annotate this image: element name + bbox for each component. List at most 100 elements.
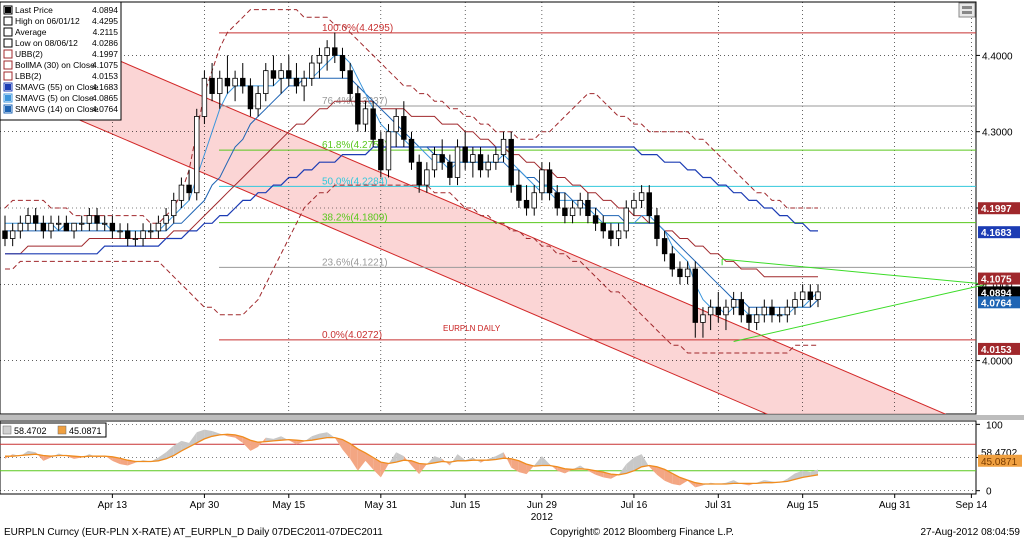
candle (493, 146, 499, 170)
candle-body (255, 93, 261, 110)
candle (63, 215, 70, 232)
candle (240, 63, 246, 94)
candle (677, 261, 683, 285)
candle (776, 307, 783, 323)
candle-body (654, 215, 660, 239)
candle-body (761, 306, 768, 316)
price-label-box (978, 296, 1020, 309)
candle (470, 146, 476, 178)
y-tick-label: 4.4000 (982, 51, 1013, 62)
triangle-pattern (721, 258, 987, 343)
candle-body (539, 169, 545, 194)
y-tick-label: 4.0000 (982, 357, 1013, 368)
price-label-text: 45.0871 (981, 457, 1018, 468)
oscillator-fill-segment (43, 455, 52, 461)
oscillator-fill-segment (426, 456, 435, 465)
candle (132, 230, 139, 247)
candle (278, 63, 284, 94)
oscillator-fill-segment (396, 452, 404, 463)
oscillator-fill-segment (511, 458, 519, 473)
candle (55, 215, 62, 231)
price-label-box (978, 202, 1020, 215)
candle (715, 291, 721, 323)
candle (769, 299, 775, 323)
candle-body (263, 70, 269, 94)
legend-value: 4.1683 (92, 82, 118, 92)
oscillator-fill-segment (687, 480, 696, 488)
candle (447, 154, 453, 186)
x-tick-label: Aug 31 (879, 500, 911, 511)
legend-label: UBB(2) (15, 49, 43, 59)
candle (746, 307, 752, 331)
oscillator-fill-segment (564, 468, 573, 474)
zoom-icon[interactable] (958, 2, 976, 18)
candle-body (516, 184, 522, 201)
candle (807, 284, 814, 308)
candle (508, 131, 514, 193)
candle-body (753, 314, 760, 323)
candle-body (746, 314, 752, 323)
candle (577, 192, 583, 216)
x-tick-label: Sep 14 (956, 500, 988, 511)
legend-value: 4.0153 (92, 71, 118, 81)
candle (439, 139, 445, 170)
candle-body (769, 306, 775, 316)
candle-body (577, 199, 583, 209)
oscillator-fill-segment (549, 464, 558, 471)
candle (102, 215, 108, 231)
candle (301, 70, 307, 102)
fib-level-label: 61.8%(4.2758) (322, 140, 388, 151)
candle-body (431, 154, 438, 171)
oscillator-fill-segment (419, 463, 427, 475)
legend-label: BollMA (30) on Close (15, 60, 95, 70)
candle (608, 223, 614, 247)
upper-bollinger-band (4, 9, 818, 224)
footer-center: Copyright© 2012 Bloomberg Finance L.P. (550, 527, 734, 538)
legend-label: 45.0871 (69, 426, 102, 436)
candle-body (592, 215, 599, 224)
footer-right: 27-Aug-2012 08:04:59 (920, 527, 1020, 538)
legend-label: 58.4702 (14, 426, 47, 436)
candle (638, 185, 645, 208)
candle-body (25, 215, 31, 224)
oscillator-fill-segment (181, 440, 190, 451)
x-tick-label: Jun 15 (450, 500, 480, 511)
candle-body (669, 253, 675, 270)
legend-label: Last Price (15, 5, 53, 15)
candle-body (500, 138, 507, 155)
candle-body (117, 230, 123, 233)
legend-value: 4.4295 (92, 16, 118, 26)
candle-body (615, 230, 622, 239)
oscillator-fill-segment (656, 466, 665, 481)
legend-value: 4.1997 (92, 49, 118, 59)
oscillator-fill-segment (319, 432, 328, 439)
candle-body (217, 77, 223, 94)
candle (255, 85, 261, 117)
price-label-box (978, 272, 1020, 285)
candle-body (454, 146, 461, 178)
triangle-lower-line (733, 283, 987, 343)
candle-body (523, 199, 530, 209)
candle (109, 215, 116, 239)
candle-body (692, 268, 698, 323)
y-tick-label: 4.3000 (982, 128, 1013, 139)
legend-value: 4.0894 (92, 5, 118, 15)
candle (78, 215, 85, 231)
x-tick-label: Aug 15 (787, 500, 819, 511)
legend-swatch (2, 425, 12, 435)
oscillator-fill-segment (388, 452, 397, 465)
legend-box (0, 1, 122, 121)
oscillator-fill-segment (649, 465, 657, 475)
oscillator-fill-segment (411, 460, 420, 475)
candle (454, 139, 461, 186)
candle-body (278, 70, 284, 79)
oscillator-legend: 58.4702 45.0871 (0, 422, 107, 438)
y-tick-label: 0 (986, 487, 992, 498)
candle (477, 146, 484, 178)
candle (700, 307, 706, 338)
candle-body (401, 116, 407, 140)
legend-value: 4.1075 (92, 60, 118, 70)
chart-annotation: EURPLN DAILY (443, 324, 501, 333)
candle-body (370, 108, 376, 140)
